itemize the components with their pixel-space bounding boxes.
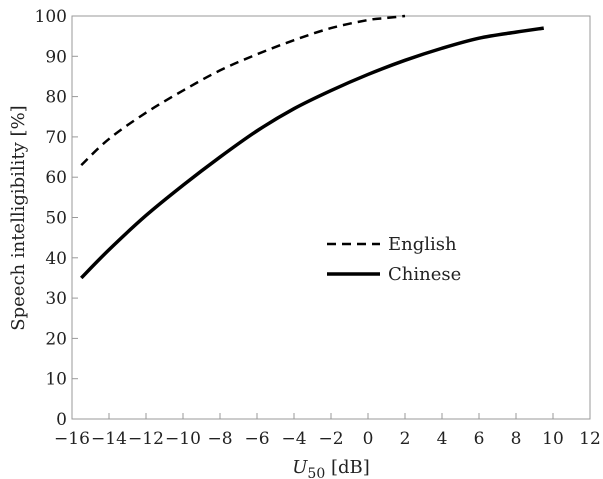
- x-axis: −16 −14 −12 −10 −8 −6 −4 −2 0 2 4 6 8 10 12: [54, 413, 601, 449]
- series-line-english: [80, 14, 406, 167]
- y-axis-label: Speech intelligibility [%]: [8, 105, 29, 330]
- y-tick-label: 10: [45, 370, 67, 390]
- x-tick-label: −4: [281, 429, 306, 449]
- y-tick-label: 80: [45, 88, 67, 108]
- x-tick-label: 0: [363, 429, 374, 449]
- x-tick-label: −12: [128, 429, 164, 449]
- plot-frame: [71, 15, 591, 420]
- x-tick-label: −10: [165, 429, 201, 449]
- legend-label-english: English: [388, 234, 457, 255]
- x-axis-label-unit: [dB]: [325, 457, 370, 478]
- legend-label-chinese: Chinese: [388, 264, 461, 285]
- y-tick-label: 20: [45, 329, 67, 349]
- y-axis: 0 10 20 30 40 50 60 70 80 90 100: [35, 7, 78, 430]
- y-tick-label: 30: [45, 289, 67, 309]
- x-tick-label: 6: [474, 429, 485, 449]
- y-tick-label: 0: [56, 410, 67, 430]
- y-tick-label: 50: [45, 209, 67, 229]
- y-tick-label: 70: [45, 128, 67, 148]
- y-tick-label: 90: [45, 47, 67, 67]
- x-tick-label: 4: [437, 429, 448, 449]
- series-line-chinese: [80, 26, 545, 280]
- series-lines: [80, 14, 545, 280]
- x-tick-label: −6: [244, 429, 269, 449]
- y-tick-label: 40: [45, 249, 67, 269]
- y-tick-label: 60: [45, 168, 67, 188]
- x-axis-label-subscript: 50: [307, 466, 325, 479]
- x-axis-label-main: U: [292, 457, 308, 478]
- x-tick-label: 10: [542, 429, 564, 449]
- x-tick-label: 8: [511, 429, 522, 449]
- x-tick-label: −8: [207, 429, 232, 449]
- x-tick-label: −2: [318, 429, 343, 449]
- x-tick-label: 12: [579, 429, 601, 449]
- legend: English Chinese: [327, 234, 461, 285]
- x-tick-label: −14: [91, 429, 127, 449]
- y-tick-label: 100: [35, 7, 67, 27]
- x-tick-label: −16: [54, 429, 90, 449]
- x-axis-label: U50 [dB]: [292, 457, 370, 479]
- x-tick-label: 2: [400, 429, 411, 449]
